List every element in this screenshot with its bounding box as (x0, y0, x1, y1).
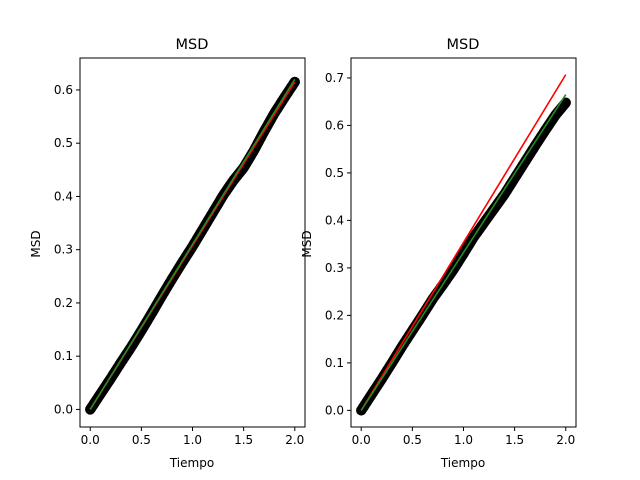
right-x-tick-label: 1.5 (505, 433, 524, 447)
right-plot-frame (350, 57, 577, 428)
right-x-tick-label: 1.0 (454, 433, 473, 447)
left-y-tick-label: 0.2 (54, 296, 73, 310)
right-y-tick-label: 0.6 (325, 118, 344, 132)
left-panel: 0.0 0.5 1.0 1.5 2.0 0.0 0.1 0.2 0.3 0.4 0.5 0.6 MSD… (29, 37, 306, 470)
right-y-tick-label: 0.2 (325, 308, 344, 322)
right-red-fit-line (360, 74, 567, 411)
left-title: MSD (176, 37, 209, 53)
left-x-axis-label: Tiempo (169, 456, 214, 470)
left-y-tick-label: 0.1 (54, 349, 73, 363)
left-y-tick-label: 0.3 (54, 243, 73, 257)
right-y-tick-label: 0.1 (325, 356, 344, 370)
left-y-axis-label: MSD (29, 230, 43, 257)
right-y-axis-label: MSD (300, 230, 314, 257)
left-plot-marks (85, 76, 300, 415)
right-y-tick-label: 0.7 (325, 71, 344, 85)
left-y-tick-label: 0.6 (54, 83, 73, 97)
right-axis-ticks: 0.0 0.5 1.0 1.5 2.0 0.0 0.1 0.2 0.3 0.4 0.5 0.6 0.7 (325, 71, 575, 447)
left-y-tick-label: 0.5 (54, 136, 73, 150)
right-panel: 0.0 0.5 1.0 1.5 2.00.00.10.20.30.40.50.60.7 … (300, 37, 577, 470)
left-x-tick-label: 1.5 (234, 433, 253, 447)
left-y-tick-label: 0.0 (54, 402, 73, 416)
left-plot-frame (79, 57, 306, 428)
right-title: MSD (447, 37, 480, 53)
left-green-fit-line (89, 78, 296, 410)
right-y-tick-label: 0.4 (325, 213, 344, 227)
right-x-tick-label: 0.0 (352, 433, 371, 447)
left-x-tick-label: 1.0 (183, 433, 202, 447)
left-axis-ticks: 0.0 0.5 1.0 1.5 2.0 0.0 0.1 0.2 0.3 0.4 0.5 0.6 (54, 83, 304, 447)
right-x-axis-label: Tiempo (440, 456, 485, 470)
left-x-tick-label: 2.0 (285, 433, 304, 447)
right-y-tick-label: 0.0 (325, 403, 344, 417)
left-x-tick-label: 0.0 (81, 433, 100, 447)
right-x-tick-label: 2.0 (556, 433, 575, 447)
right-green-fit-line (360, 94, 567, 411)
right-x-tick-label: 0.5 (403, 433, 422, 447)
left-x-tick-label: 0.5 (132, 433, 151, 447)
right-y-tick-label: 0.5 (325, 166, 344, 180)
right-plot-marks (356, 74, 571, 416)
right-y-tick-label: 0.3 (325, 261, 344, 275)
left-y-tick-label: 0.4 (54, 189, 73, 203)
